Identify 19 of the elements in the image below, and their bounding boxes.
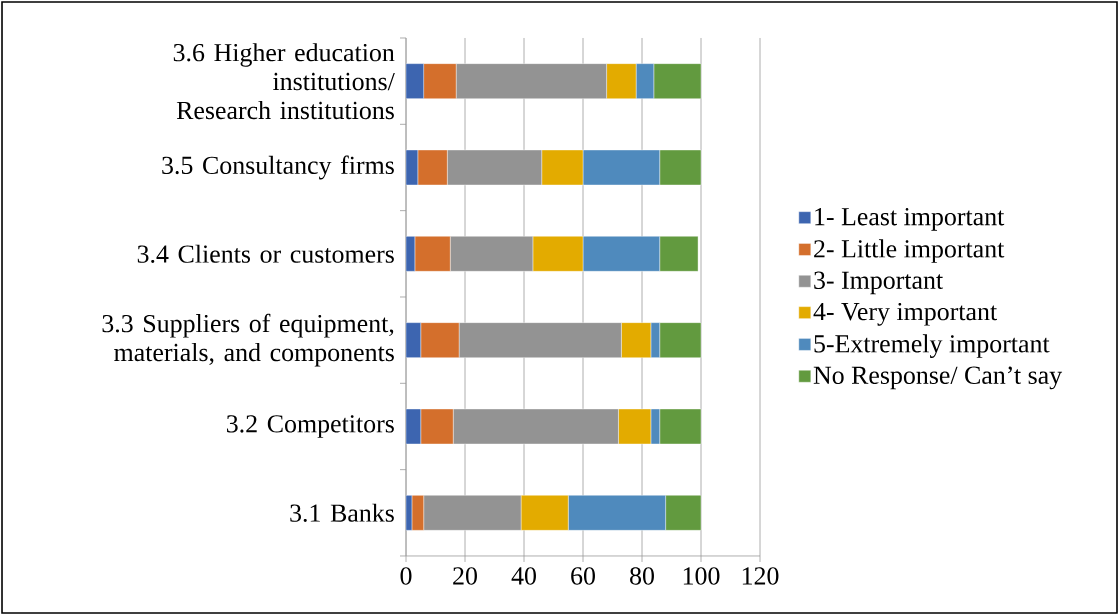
legend-label: No Response/ Can’t say bbox=[813, 366, 1063, 390]
x-tick-label: 40 bbox=[511, 567, 536, 585]
y-tick-label: 3.5 Consultancy firms bbox=[162, 155, 394, 180]
x-tick-label: 0 bbox=[400, 567, 412, 585]
y-tick-label: 3.3 Suppliers of equipment, materials, and components bbox=[102, 313, 394, 367]
y-tick-label: 3.1 Banks bbox=[290, 503, 394, 522]
y-tick-label: 3.2 Competitors bbox=[226, 415, 394, 438]
legend-label: 3- Important bbox=[814, 271, 944, 295]
x-tick-label: 80 bbox=[630, 567, 654, 585]
x-tick-label: 20 bbox=[453, 567, 477, 585]
x-tick-label: 120 bbox=[742, 567, 779, 585]
y-tick-label: 3.6 Higher education institutions/ Research institutions bbox=[173, 43, 395, 120]
legend-label: 5-Extremely important bbox=[814, 334, 1050, 358]
legend-label: 1- Least important bbox=[815, 207, 1005, 231]
legend-label: 2- Little important bbox=[814, 239, 1005, 263]
x-tick-label: 100 bbox=[683, 567, 720, 585]
legend-label: 4- Very important bbox=[813, 302, 997, 326]
x-tick-label: 60 bbox=[571, 567, 595, 585]
y-tick-label: 3.4 Clients or customers bbox=[137, 244, 394, 263]
